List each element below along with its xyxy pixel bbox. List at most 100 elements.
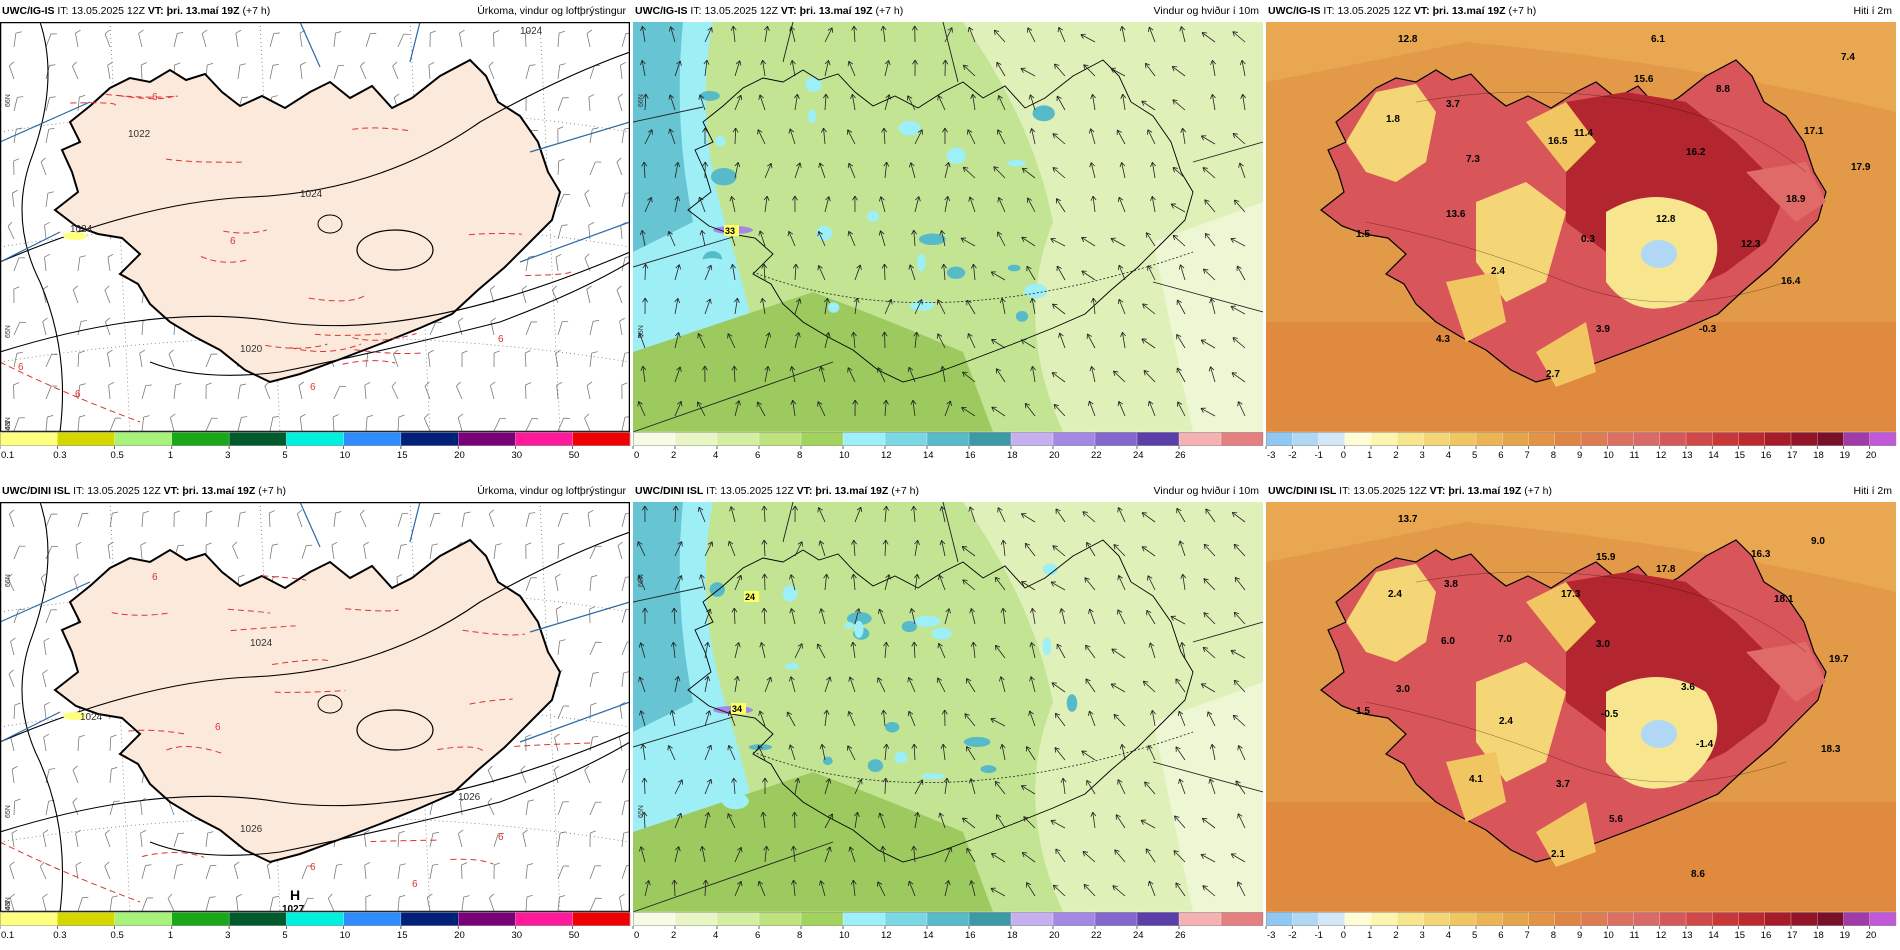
- temperature-value: 3.0: [1596, 639, 1610, 650]
- highland-cool-areas: [1346, 84, 1826, 387]
- colorbar-swatch: [1607, 911, 1635, 927]
- colorbar-tick: -3: [1267, 450, 1275, 461]
- ig-precip-panel: UWC/IG-IS IT: 13.05.2025 12Z VT: þri. 13…: [0, 0, 631, 461]
- colorbar-swatch: [114, 431, 173, 447]
- colorbar-swatch: [926, 431, 970, 447]
- colorbar-swatch: [114, 911, 173, 927]
- temperature-value: -1.4: [1696, 739, 1714, 750]
- colorbar-tick: 1: [1367, 930, 1372, 941]
- colorbar: -3 -2 -1 0 1 2 3 4 5 6 7 8 9 10 11 12 13 14 15 16 17 18 19 20: [1265, 911, 1897, 941]
- colorbar-tick: 3: [1420, 450, 1425, 461]
- temperature-value: 12.8: [1656, 214, 1676, 225]
- isotherms: [0, 93, 572, 423]
- temperature-value: 2.4: [1388, 589, 1402, 600]
- colorbar: 0.1 0.3 0.5 1 3 5 10 15 20 30 50: [0, 431, 631, 461]
- colorbar-legend: -3 -2 -1 0 1 2 3 4 5 6 7 8 9 10 11 12 13 14 15 16 17 18 19 20: [1265, 911, 1897, 941]
- colorbar-swatch: [515, 431, 574, 447]
- temperature-value: 3.9: [1596, 324, 1610, 335]
- colorbar-tick: 7: [1525, 930, 1530, 941]
- lead-time: (+7 h): [258, 485, 286, 497]
- colorbar-tick: 10: [1603, 930, 1614, 941]
- colorbar-swatch: [286, 431, 345, 447]
- colorbar-swatch: [0, 431, 58, 447]
- colorbar-tick: 13: [1682, 930, 1693, 941]
- colorbar-swatch: [57, 911, 116, 927]
- model-source: UWC/DINI ISL: [2, 485, 71, 497]
- colorbar-tick: 17: [1787, 930, 1798, 941]
- colorbar-swatch: [1502, 431, 1530, 447]
- colorbar-swatch: [1292, 431, 1320, 447]
- colorbar-tick: 14: [1708, 930, 1719, 941]
- temperature-value: 3.6: [1681, 682, 1695, 693]
- wind-map: 24 34 66N 65N: [633, 502, 1263, 912]
- init-time-label: IT:: [706, 485, 718, 497]
- colorbar-tick: 7: [1525, 450, 1530, 461]
- colorbar-tick: 4: [713, 930, 718, 941]
- temperature-value: 6.0: [1441, 636, 1455, 647]
- colorbar-tick: 26: [1175, 450, 1186, 461]
- temperature-value: 13.6: [1446, 209, 1466, 220]
- high-pressure-symbol: H: [290, 887, 300, 903]
- high-pressure-value: 1027: [282, 904, 305, 912]
- highland-cool-areas: [1346, 564, 1826, 867]
- temperature-value: 12.8: [1398, 34, 1418, 45]
- colorbar-tick: 11: [1630, 930, 1640, 941]
- temperature-value: 16.2: [1686, 147, 1706, 158]
- colorbar-swatch: [1528, 911, 1556, 927]
- wind-arrows: [637, 505, 1246, 897]
- model-source: UWC/IG-IS: [635, 5, 688, 17]
- colorbar-swatch: [1580, 911, 1608, 927]
- lead-time: (+7 h): [875, 5, 904, 17]
- isotherm-label: 6: [498, 832, 504, 843]
- colorbar-tick: 0: [634, 930, 639, 941]
- init-time-label: IT:: [73, 485, 85, 497]
- ig-wind-panel: UWC/IG-IS IT: 13.05.2025 12Z VT: þri. 13…: [632, 0, 1264, 461]
- colorbar-tick: 12: [1656, 450, 1667, 461]
- colorbar-tick: 20: [1049, 450, 1060, 461]
- colorbar-swatch: [1010, 911, 1054, 927]
- temperature-value: 17.8: [1656, 564, 1676, 575]
- init-time-label: IT:: [1339, 485, 1351, 497]
- colorbar-tick: 16: [1761, 450, 1772, 461]
- isotherm-label: 6: [412, 879, 418, 890]
- colorbar-swatch: [458, 431, 517, 447]
- colorbar-tick: 10: [340, 450, 351, 461]
- colorbar-tick: 4: [713, 450, 718, 461]
- isobar-label: 1022: [128, 129, 151, 140]
- latitude-label: 65N: [5, 805, 12, 818]
- temperature-value: 2.7: [1546, 369, 1560, 380]
- colorbar-tick: 18: [1007, 450, 1018, 461]
- colorbar-tick: 16: [1761, 930, 1772, 941]
- meridian-lines: [0, 502, 630, 743]
- colorbar-swatch: [1449, 911, 1477, 927]
- colorbar-tick: 0.3: [53, 450, 66, 461]
- colorbar-tick: 22: [1091, 930, 1102, 941]
- temperature-value: 18.9: [1786, 194, 1806, 205]
- valid-time-label: VT:: [163, 485, 180, 497]
- isotherms: [0, 575, 594, 903]
- isotherm-label: 6: [215, 722, 221, 733]
- model-source: UWC/DINI ISL: [1268, 485, 1337, 497]
- temperature-value: 16.5: [1548, 136, 1568, 147]
- colorbar-swatch: [800, 911, 844, 927]
- colorbar-swatch: [632, 431, 676, 447]
- colorbar-tick: -2: [1288, 930, 1296, 941]
- colorbar-swatch: [1843, 911, 1871, 927]
- temperature-value: 0.3: [1581, 234, 1595, 245]
- colorbar-tick: 2: [671, 450, 676, 461]
- isotherm-label: 6: [18, 362, 24, 373]
- colorbar-tick: 12: [1656, 930, 1667, 941]
- isobars: [0, 22, 630, 432]
- colorbar-swatch: [1010, 431, 1054, 447]
- colorbar-swatch: [926, 911, 970, 927]
- colorbar-tick: 3: [225, 930, 230, 941]
- isobars: [0, 502, 630, 912]
- colorbar-tick: 15: [397, 930, 408, 941]
- lead-time: (+7 h): [242, 5, 271, 17]
- colorbar-tick: 8: [797, 450, 802, 461]
- valid-time: þri. 13.maí 19Z: [799, 5, 873, 17]
- temperature-contours: [1365, 91, 1807, 303]
- colorbar-tick: 8: [797, 930, 802, 941]
- lead-time: (+7 h): [891, 485, 919, 497]
- colorbar-tick: 10: [839, 930, 850, 941]
